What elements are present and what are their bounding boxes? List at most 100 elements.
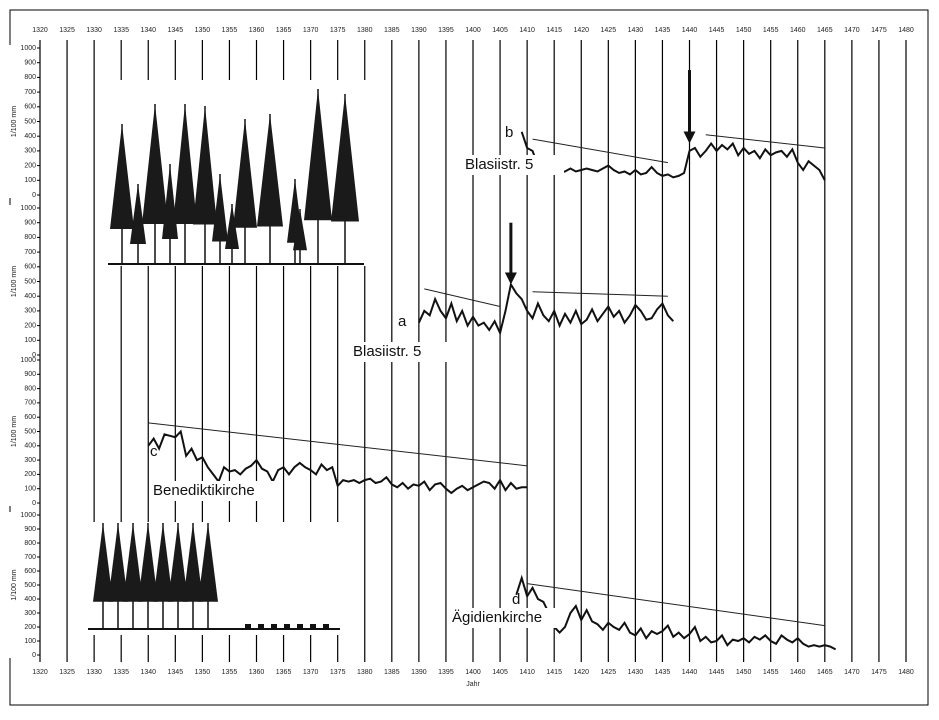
- trend-line: [705, 134, 825, 149]
- y-axis-label: 1/100 mm: [11, 266, 18, 297]
- crown: [108, 523, 128, 602]
- y-tick-label: 500: [24, 118, 36, 125]
- panel-bg: [8, 205, 38, 358]
- x-axis-label: Jahr: [466, 681, 480, 688]
- x-tick-label: 1405: [492, 669, 508, 676]
- x-tick-label: 1330: [86, 669, 102, 676]
- label-bg: [150, 481, 276, 501]
- stump: [297, 624, 303, 629]
- panel-bg: [8, 357, 38, 506]
- x-tick-label: 1445: [709, 669, 725, 676]
- y-tick-label: 300: [24, 148, 36, 155]
- x-tick-label: 1420: [573, 27, 589, 34]
- y-tick-label: 1000: [20, 205, 36, 212]
- x-tick-label: 1405: [492, 27, 508, 34]
- series-letter: d: [512, 591, 520, 608]
- crown: [293, 209, 307, 251]
- trend-line: [424, 288, 501, 307]
- series-site: Blasiistr. 5: [353, 343, 421, 360]
- x-tick-label: 1480: [898, 27, 914, 34]
- y-tick-label: 400: [24, 596, 36, 603]
- x-tick-label: 1480: [898, 669, 914, 676]
- x-tick-label: 1435: [655, 27, 671, 34]
- y-tick-label: 900: [24, 526, 36, 533]
- crown: [162, 164, 178, 239]
- x-tick-label: 1400: [465, 27, 481, 34]
- x-tick-label: 1320: [32, 669, 48, 676]
- y-tick-label: 400: [24, 293, 36, 300]
- crown: [304, 89, 332, 221]
- x-tick-label: 1360: [249, 669, 265, 676]
- x-tick-label: 1345: [168, 669, 184, 676]
- y-tick-label: 900: [24, 220, 36, 227]
- x-tick-label: 1475: [871, 669, 887, 676]
- x-tick-label: 1415: [546, 669, 562, 676]
- y-tick-label: 700: [24, 89, 36, 96]
- series-site: Ägidienkirche: [452, 609, 542, 626]
- y-tick-label: 300: [24, 457, 36, 464]
- crown: [110, 124, 134, 229]
- x-tick-label: 1350: [195, 669, 211, 676]
- y-tick-label: 1000: [20, 357, 36, 364]
- x-tick-label: 1390: [411, 669, 427, 676]
- stump: [245, 624, 251, 629]
- crown: [257, 114, 283, 227]
- x-tick-label: 1455: [763, 27, 779, 34]
- y-tick-label: 600: [24, 414, 36, 421]
- x-tick-label: 1465: [817, 669, 833, 676]
- x-tick-label: 1395: [438, 669, 454, 676]
- x-tick-label: 1365: [276, 669, 292, 676]
- x-tick-label: 1450: [736, 27, 752, 34]
- y-tick-label: 500: [24, 582, 36, 589]
- series-site: Blasiistr. 5: [465, 156, 533, 173]
- crown: [233, 119, 257, 228]
- y-tick-label: 100: [24, 486, 36, 493]
- x-tick-label: 1430: [628, 27, 644, 34]
- crown: [225, 204, 239, 249]
- x-tick-label: 1380: [357, 669, 373, 676]
- x-tick-label: 1335: [113, 669, 129, 676]
- x-tick-label: 1355: [222, 27, 238, 34]
- y-tick-label: 500: [24, 278, 36, 285]
- x-tick-label: 1445: [709, 27, 725, 34]
- label-bg: [462, 155, 564, 175]
- ring-width-line: [515, 574, 837, 651]
- x-tick-label: 1340: [140, 669, 156, 676]
- crown: [153, 523, 173, 602]
- x-tick-label: 1430: [628, 669, 644, 676]
- series-letter: c: [150, 443, 158, 460]
- label-bg: [449, 608, 559, 628]
- crown: [130, 184, 146, 244]
- stump: [271, 624, 277, 629]
- y-tick-label: 800: [24, 234, 36, 241]
- y-tick-label: 200: [24, 322, 36, 329]
- y-tick-label: 0: [32, 500, 36, 507]
- y-tick-label: 0: [32, 352, 36, 359]
- arrow-head: [683, 131, 696, 144]
- x-tick-label: 1400: [465, 669, 481, 676]
- x-tick-label: 1440: [682, 669, 698, 676]
- y-tick-label: 600: [24, 264, 36, 271]
- y-tick-label: 100: [24, 337, 36, 344]
- x-tick-label: 1470: [844, 669, 860, 676]
- x-tick-label: 1420: [573, 669, 589, 676]
- x-tick-label: 1335: [113, 27, 129, 34]
- x-tick-label: 1385: [384, 669, 400, 676]
- x-tick-label: 1325: [59, 669, 75, 676]
- y-axis-label: 1/100 mm: [11, 106, 18, 137]
- x-tick-label: 1460: [790, 669, 806, 676]
- x-tick-label: 1360: [249, 27, 265, 34]
- y-tick-label: 600: [24, 568, 36, 575]
- y-tick-label: 600: [24, 104, 36, 111]
- y-axis-label: 1/100 mm: [11, 569, 18, 600]
- crown: [173, 104, 197, 224]
- x-tick-label: 1375: [330, 669, 346, 676]
- y-tick-label: 700: [24, 554, 36, 561]
- x-tick-label: 1395: [438, 27, 454, 34]
- trend-line: [532, 138, 668, 164]
- x-tick-label: 1390: [411, 27, 427, 34]
- x-tick-label: 1440: [682, 27, 698, 34]
- y-tick-label: 800: [24, 385, 36, 392]
- label-bg: [350, 342, 452, 362]
